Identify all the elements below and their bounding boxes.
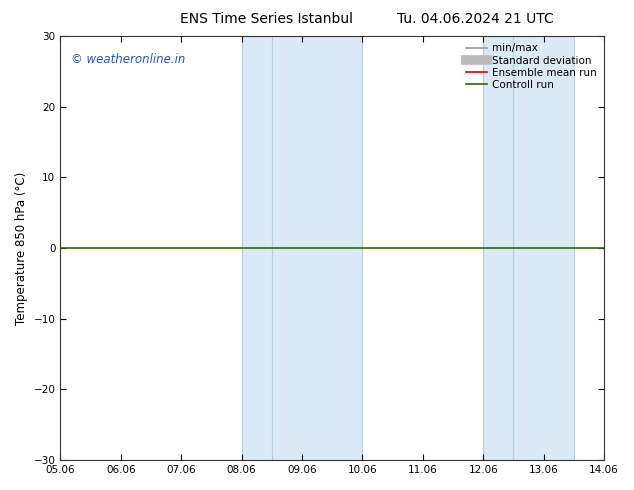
Text: ENS Time Series Istanbul: ENS Time Series Istanbul <box>180 12 353 26</box>
Bar <box>242 36 272 460</box>
Text: © weatheronline.in: © weatheronline.in <box>71 53 186 66</box>
Bar <box>272 36 363 460</box>
Bar <box>483 36 514 460</box>
Bar <box>514 36 574 460</box>
Legend: min/max, Standard deviation, Ensemble mean run, Controll run: min/max, Standard deviation, Ensemble me… <box>464 41 599 92</box>
Y-axis label: Temperature 850 hPa (°C): Temperature 850 hPa (°C) <box>15 172 28 325</box>
Text: Tu. 04.06.2024 21 UTC: Tu. 04.06.2024 21 UTC <box>397 12 554 26</box>
